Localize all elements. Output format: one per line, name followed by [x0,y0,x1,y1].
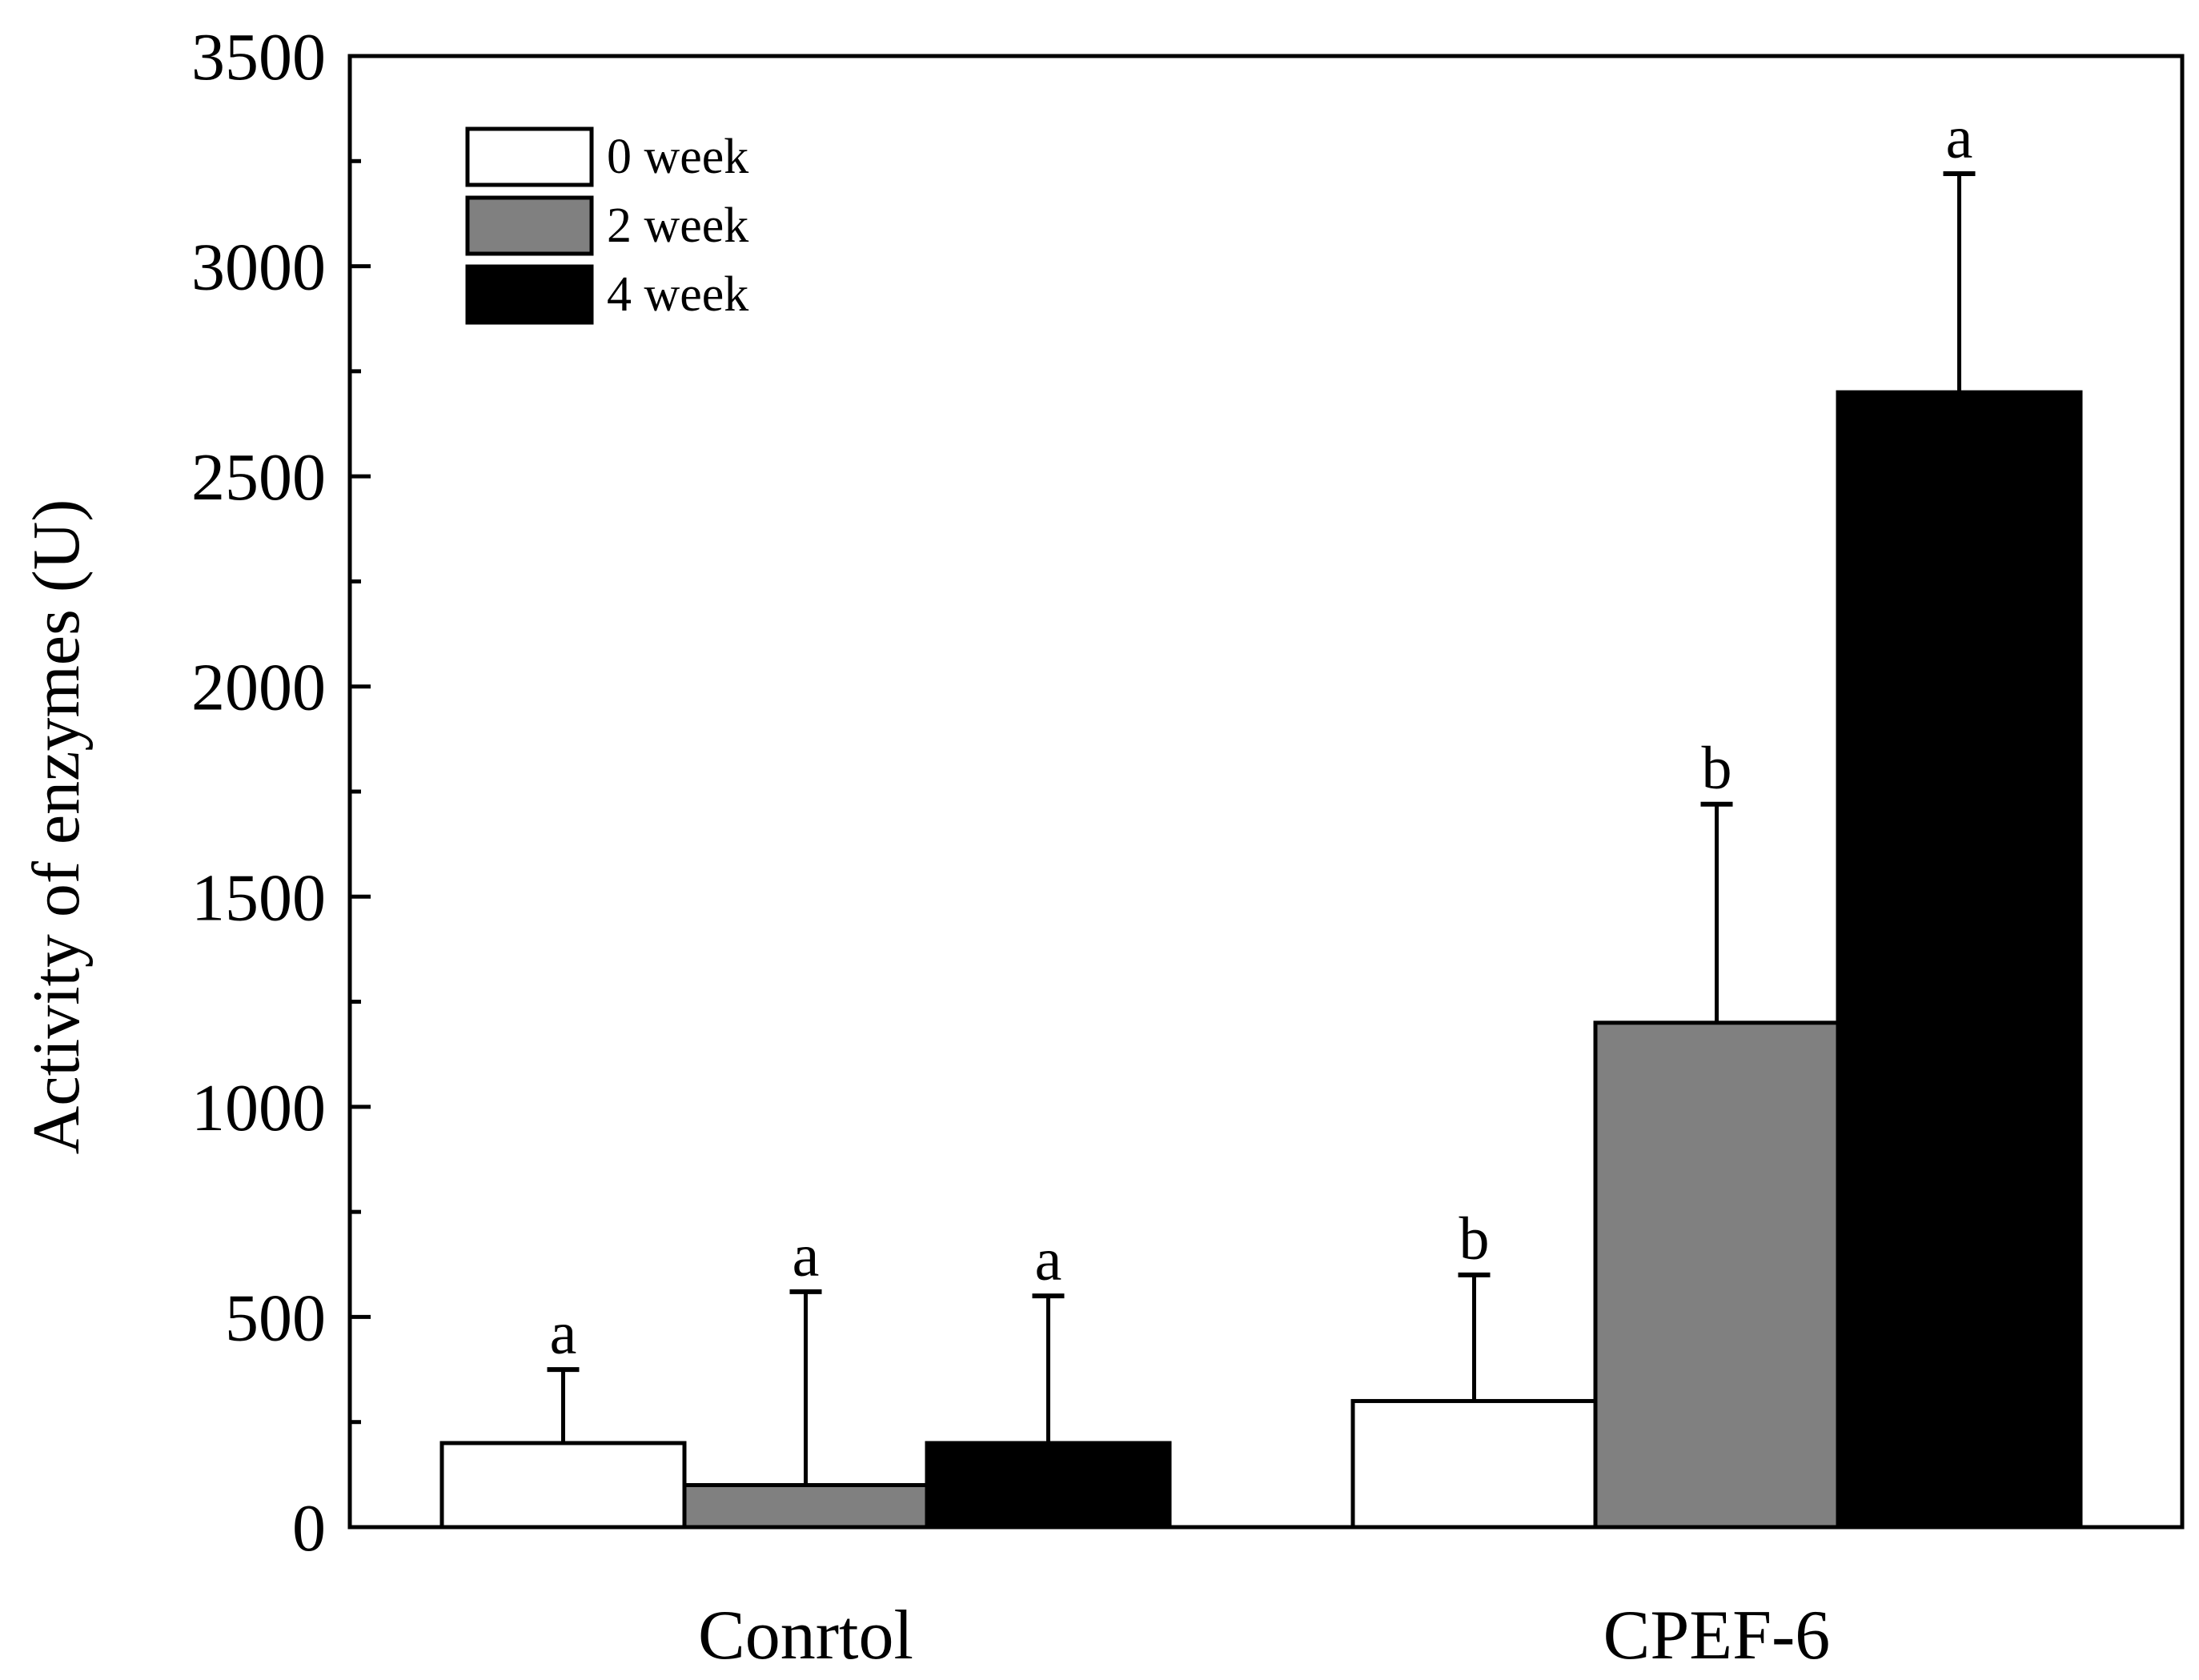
significance-label: b [1702,735,1732,802]
y-tick-label: 3500 [191,20,326,94]
significance-label: b [1459,1205,1490,1273]
y-tick-label: 500 [225,1281,326,1355]
bar [682,1482,929,1530]
y-tick-label: 1000 [191,1071,326,1145]
bar [439,1441,687,1530]
legend: 0 week 2 week 4 week [465,126,748,325]
bars-layer [439,390,2083,1530]
significance-label: a [550,1300,577,1367]
bar [1350,1398,1598,1530]
y-axis: 0 500 1000 1500 2000 2500 3000 3500 [191,20,371,1566]
legend-swatch [465,195,594,256]
significance-label: a [793,1222,820,1289]
y-axis-label: Activity of enzymes (U) [19,499,94,1155]
significance-label: a [1035,1226,1062,1293]
bar [1593,1020,1840,1530]
legend-label: 0 week [607,130,748,184]
bar [925,1441,1172,1530]
y-tick-label: 2500 [191,440,326,515]
y-tick-label: 2000 [191,651,326,725]
y-tick-label: 1500 [191,860,326,935]
y-tick-label: 3000 [191,231,326,305]
legend-label: 4 week [607,267,748,322]
bar [1836,390,2083,1530]
legend-label: 2 week [607,198,748,253]
x-category-label: CPEF-6 [1603,1597,1831,1674]
significance-label: a [1946,104,1973,171]
significance-labels-layer: a b a b a a [550,104,1973,1367]
y-tick-label: 0 [292,1491,326,1566]
x-axis: Conrtol CPEF-6 [698,1597,1830,1674]
x-category-label: Conrtol [698,1597,913,1674]
legend-swatch [465,126,594,187]
legend-swatch [465,264,594,325]
error-bars-layer [547,171,1976,1486]
